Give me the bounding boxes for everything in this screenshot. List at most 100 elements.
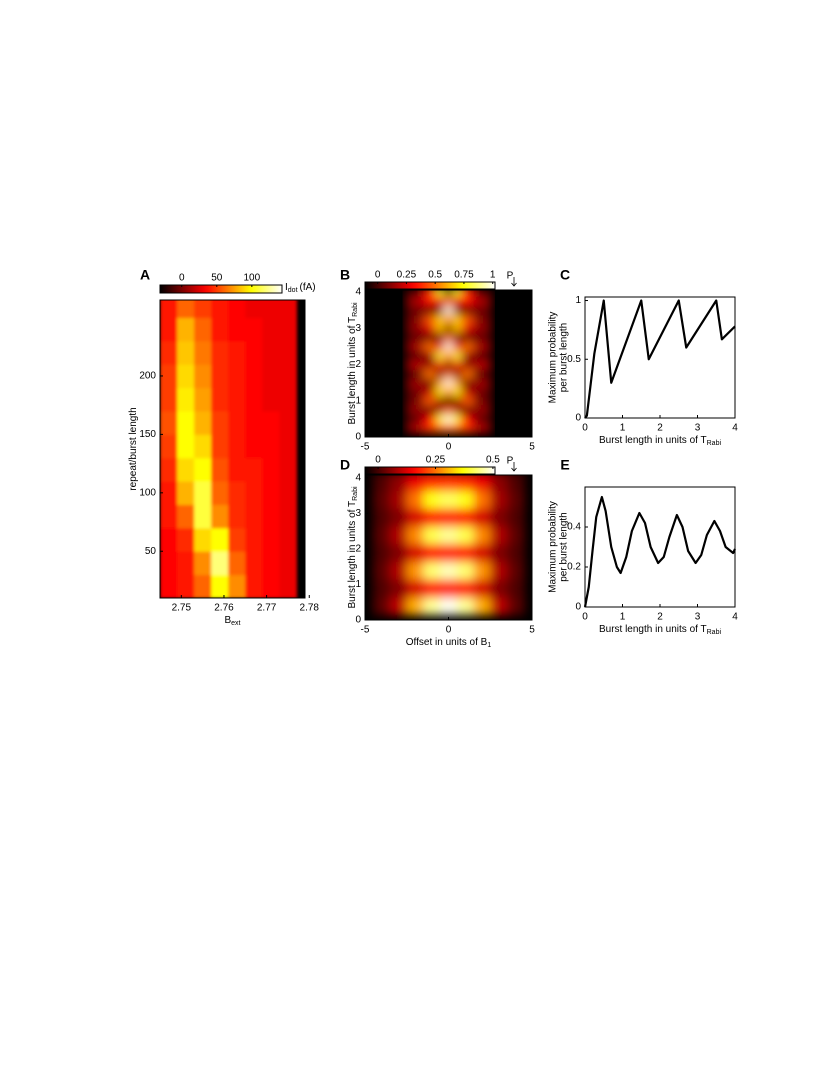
heatmap-cell bbox=[228, 387, 246, 412]
heatmap-cell bbox=[423, 323, 437, 334]
heatmap-cell bbox=[452, 414, 462, 424]
heatmap-cell bbox=[194, 317, 212, 342]
probability-marker: P bbox=[507, 456, 514, 467]
x-tick-label: 2.77 bbox=[257, 603, 277, 614]
heatmap-cell bbox=[160, 300, 178, 319]
heatmap-cell bbox=[177, 527, 195, 552]
heatmap-cell bbox=[279, 504, 297, 529]
x-tick-label: 1 bbox=[620, 612, 626, 623]
panel-letter: B bbox=[340, 267, 350, 283]
heatmap-cell bbox=[435, 405, 445, 415]
heatmap-cell bbox=[406, 332, 424, 343]
heatmap-cell bbox=[177, 551, 195, 576]
x-tick-label: 3 bbox=[695, 612, 701, 623]
heatmap-cell bbox=[211, 317, 229, 342]
y-axis-label-part: Burst length in units of T bbox=[347, 317, 358, 425]
heatmap-cell bbox=[440, 508, 458, 527]
heatmap-cell bbox=[406, 359, 424, 370]
colorbar bbox=[364, 466, 496, 475]
panel-letter: D bbox=[340, 457, 350, 473]
x-tick-label: 5 bbox=[529, 442, 535, 453]
heatmap-cells bbox=[373, 475, 525, 616]
heatmap-cell bbox=[194, 434, 212, 459]
heatmap-cell bbox=[406, 368, 424, 379]
colorbar-label-part: (fA) bbox=[300, 282, 316, 293]
heatmap-cell bbox=[435, 414, 445, 424]
heatmap-cell bbox=[473, 525, 491, 545]
heatmap-cell bbox=[245, 551, 263, 576]
heatmap-cell bbox=[177, 300, 195, 319]
heatmap-cell bbox=[279, 434, 297, 459]
heatmap-cell bbox=[444, 378, 454, 388]
heatmap-cell bbox=[279, 574, 297, 598]
x-tick-label: 4 bbox=[732, 423, 738, 434]
heatmap-cell bbox=[461, 332, 475, 343]
heatmap-cell bbox=[194, 457, 212, 482]
colorbar-tick-label: 0 bbox=[179, 273, 185, 284]
heatmap-cell bbox=[423, 290, 437, 297]
y-tick-label: 0.2 bbox=[567, 562, 581, 573]
heatmap-cell bbox=[279, 364, 297, 389]
heatmap-cell bbox=[490, 475, 508, 491]
heatmap-cell bbox=[490, 525, 508, 545]
heatmap-cell bbox=[373, 475, 391, 491]
heatmap-cell bbox=[228, 364, 246, 389]
heatmap-cell bbox=[461, 359, 475, 370]
heatmap-cell bbox=[228, 551, 246, 576]
y-tick-label: 0.5 bbox=[567, 354, 581, 365]
heatmap-cell bbox=[473, 475, 491, 491]
heatmap-cell bbox=[406, 387, 424, 397]
heatmap-cell bbox=[406, 314, 424, 325]
x-tick-label: 0 bbox=[582, 612, 588, 623]
heatmap-cell bbox=[473, 543, 491, 562]
heatmap-cell bbox=[473, 290, 491, 297]
x-tick-label: 2 bbox=[657, 423, 663, 434]
heatmap-cell bbox=[423, 543, 441, 562]
y-axis-label: per burst length bbox=[559, 512, 570, 582]
x-axis-label-part: B bbox=[224, 615, 231, 626]
x-tick-label: 0 bbox=[446, 625, 452, 636]
heatmap-cell bbox=[506, 525, 525, 545]
y-axis-label-part: Rabi bbox=[352, 302, 359, 317]
x-tick-label: 3 bbox=[695, 423, 701, 434]
heatmap-cell bbox=[228, 411, 246, 435]
colorbar-label-part: I bbox=[285, 282, 288, 293]
heatmap-cell bbox=[177, 411, 195, 435]
heatmap-cell bbox=[390, 561, 408, 580]
axes-frame bbox=[159, 299, 306, 599]
colorbar-label-part: dot bbox=[288, 287, 298, 294]
heatmap-cell bbox=[473, 323, 491, 334]
heatmap-cell bbox=[406, 378, 424, 388]
heatmap-cell bbox=[423, 305, 437, 315]
heatmap-cell bbox=[461, 387, 475, 397]
heatmap-cells bbox=[406, 290, 491, 433]
x-tick-label: 2.75 bbox=[172, 603, 192, 614]
y-tick-label: 0.4 bbox=[567, 522, 581, 533]
heatmap-cell bbox=[423, 314, 437, 325]
heatmap-cell bbox=[473, 396, 491, 406]
heatmap-cell bbox=[473, 314, 491, 325]
x-tick-label: 4 bbox=[732, 612, 738, 623]
heatmap-cell bbox=[160, 481, 178, 506]
colorbar-tick-label: 50 bbox=[211, 273, 223, 284]
heatmap-cell bbox=[506, 490, 525, 509]
heatmap-cell bbox=[177, 481, 195, 506]
heatmap-cell bbox=[423, 387, 437, 397]
heatmap-cell bbox=[452, 305, 462, 315]
heatmap-cell bbox=[461, 423, 475, 433]
heatmap-cell bbox=[279, 411, 297, 435]
heatmap-cell bbox=[506, 475, 525, 491]
y-tick-label: 0 bbox=[575, 602, 581, 613]
heatmap-cell bbox=[435, 396, 445, 406]
heatmap-cell bbox=[444, 414, 454, 424]
heatmap-cell bbox=[279, 300, 297, 319]
heatmap-cell bbox=[390, 596, 408, 616]
y-axis-label-part: Burst length in units of T bbox=[347, 501, 358, 609]
line bbox=[584, 299, 736, 419]
heatmap-cell bbox=[452, 387, 462, 397]
heatmap-cell bbox=[406, 561, 424, 580]
probability-marker: P bbox=[507, 271, 514, 282]
heatmap-cell bbox=[473, 368, 491, 379]
colorbar-tick-label: 0.75 bbox=[454, 270, 474, 281]
